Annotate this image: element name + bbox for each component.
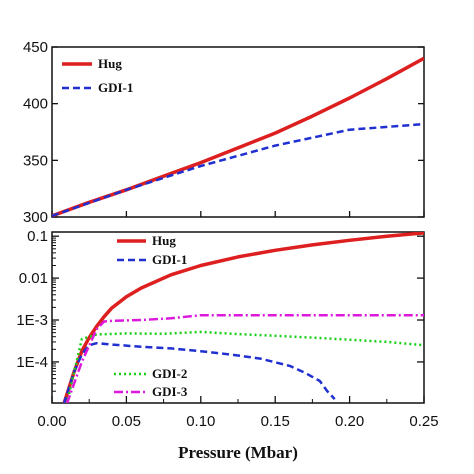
bottom-x-tick-label: 0.00 xyxy=(37,413,66,430)
bottom-x-tick-label: 0.25 xyxy=(409,413,438,430)
bottom-ticks: 0.1 0.01 1E-3 1E-4 0.00 0.05 0.10 0.15 0.20 0.25 xyxy=(16,228,438,430)
bottom-x-tick-label: 0.05 xyxy=(112,413,141,430)
bottom-series-lines xyxy=(62,232,424,403)
bottom-y-tick-label: 1E-3 xyxy=(16,312,48,329)
top-legend-hug-label: Hug xyxy=(98,56,122,71)
x-axis-title: Pressure (Mbar) xyxy=(178,443,298,462)
top-legend-gdi1-label: GDI-1 xyxy=(98,80,133,95)
top-panel: 300 350 400 450 Hug GDI-1 xyxy=(23,39,425,226)
bottom-legend-gdi1-label: GDI-1 xyxy=(152,252,187,267)
bottom-y-tick-label: 1E-4 xyxy=(16,354,48,371)
bottom-legend-lower: GDI-2 GDI-3 xyxy=(114,366,188,399)
top-legend: Hug GDI-1 xyxy=(62,56,133,95)
top-y-tick-label: 350 xyxy=(23,152,48,169)
top-y-tick-label: 300 xyxy=(23,209,48,226)
bottom-series-gdi-1-line xyxy=(62,341,336,403)
bottom-y-tick-label: 0.01 xyxy=(19,270,48,287)
bottom-legend-gdi3-label: GDI-3 xyxy=(152,384,188,399)
bottom-y-tick-label: 0.1 xyxy=(27,228,48,245)
top-y-tick-label: 450 xyxy=(23,39,48,56)
bottom-x-tick-label: 0.20 xyxy=(335,413,364,430)
top-y-tick-label: 400 xyxy=(23,96,48,113)
bottom-legend-hug-label: Hug xyxy=(152,233,176,248)
top-series-lines xyxy=(52,56,424,217)
bottom-series-gdi-2-line xyxy=(65,330,424,403)
bottom-x-tick-label: 0.15 xyxy=(261,413,290,430)
bottom-legend-gdi2-label: GDI-2 xyxy=(152,366,187,381)
top-plot-frame xyxy=(51,46,425,218)
top-y-ticks: 300 350 400 450 xyxy=(23,39,425,226)
bottom-x-tick-label: 0.10 xyxy=(186,413,215,430)
top-series-hug-line xyxy=(52,56,424,217)
bottom-legend-upper: Hug GDI-1 xyxy=(117,233,187,267)
top-series-gdi-1-line xyxy=(52,122,424,217)
bottom-series-hug-line xyxy=(62,232,424,403)
bottom-series-gdi-3-line xyxy=(65,313,424,403)
